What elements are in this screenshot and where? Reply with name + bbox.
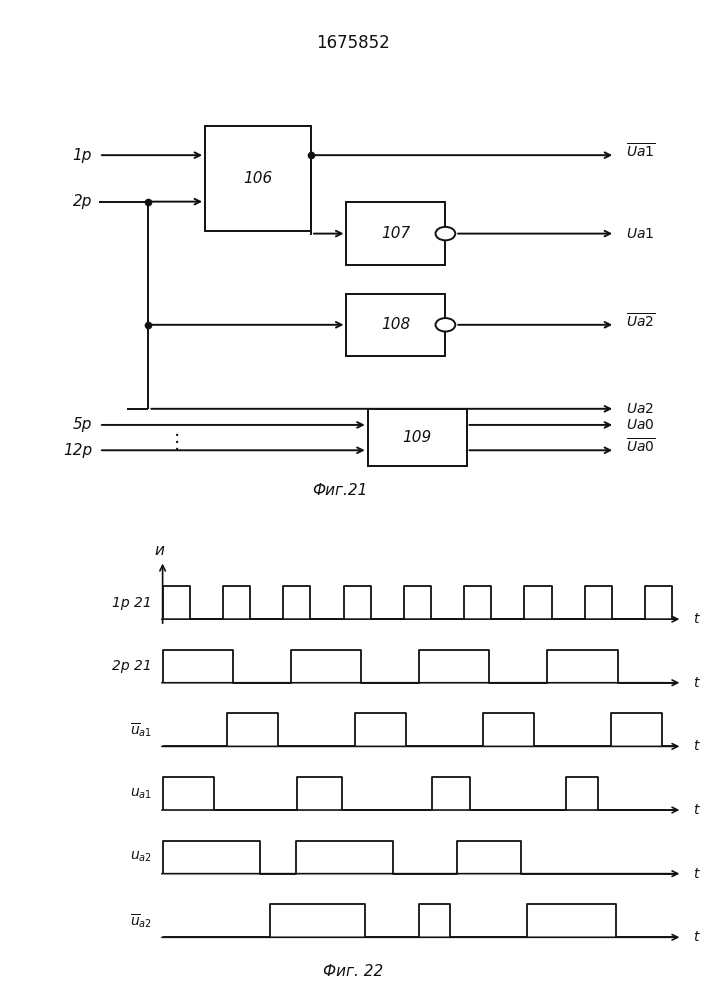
Circle shape xyxy=(436,227,455,240)
Text: 12р: 12р xyxy=(63,443,92,458)
Text: $Ua0$: $Ua0$ xyxy=(626,418,654,432)
Text: 107: 107 xyxy=(381,226,411,241)
Text: $Ua1$: $Ua1$ xyxy=(626,227,654,241)
Text: t: t xyxy=(693,803,699,817)
Text: $\overline{u}_{a2}$: $\overline{u}_{a2}$ xyxy=(130,912,152,930)
Text: и: и xyxy=(154,543,164,558)
Text: Фиг.21: Фиг.21 xyxy=(312,483,367,498)
Text: t: t xyxy=(693,930,699,944)
Text: $u_{a2}$: $u_{a2}$ xyxy=(130,850,152,864)
Text: 106: 106 xyxy=(243,171,273,186)
Bar xyxy=(346,202,445,265)
Bar xyxy=(205,126,311,231)
Text: 1р: 1р xyxy=(73,148,92,163)
Text: t: t xyxy=(693,612,699,626)
Text: 5р: 5р xyxy=(73,417,92,432)
Text: .: . xyxy=(174,421,180,440)
Text: 109: 109 xyxy=(402,430,432,445)
Text: t: t xyxy=(693,676,699,690)
Text: .: . xyxy=(174,435,180,454)
Text: .: . xyxy=(174,428,180,447)
Text: Фиг. 22: Фиг. 22 xyxy=(323,964,384,978)
Text: 2р 21: 2р 21 xyxy=(112,659,152,673)
Circle shape xyxy=(436,318,455,332)
Text: $Ua2$: $Ua2$ xyxy=(626,402,654,416)
Text: t: t xyxy=(693,739,699,753)
Text: $\overline{Ua0}$: $\overline{Ua0}$ xyxy=(626,437,655,456)
Text: 1675852: 1675852 xyxy=(317,34,390,52)
Text: 2р: 2р xyxy=(73,194,92,209)
Text: 1р 21: 1р 21 xyxy=(112,596,152,610)
Text: t: t xyxy=(693,867,699,881)
Text: $u_{a1}$: $u_{a1}$ xyxy=(130,786,152,801)
Bar xyxy=(346,294,445,356)
Text: $\overline{u}_{a1}$: $\overline{u}_{a1}$ xyxy=(130,721,152,739)
Text: $\overline{Ua1}$: $\overline{Ua1}$ xyxy=(626,142,655,160)
Text: $\overline{Ua2}$: $\overline{Ua2}$ xyxy=(626,312,655,330)
Text: 108: 108 xyxy=(381,317,411,332)
Bar xyxy=(368,409,467,466)
